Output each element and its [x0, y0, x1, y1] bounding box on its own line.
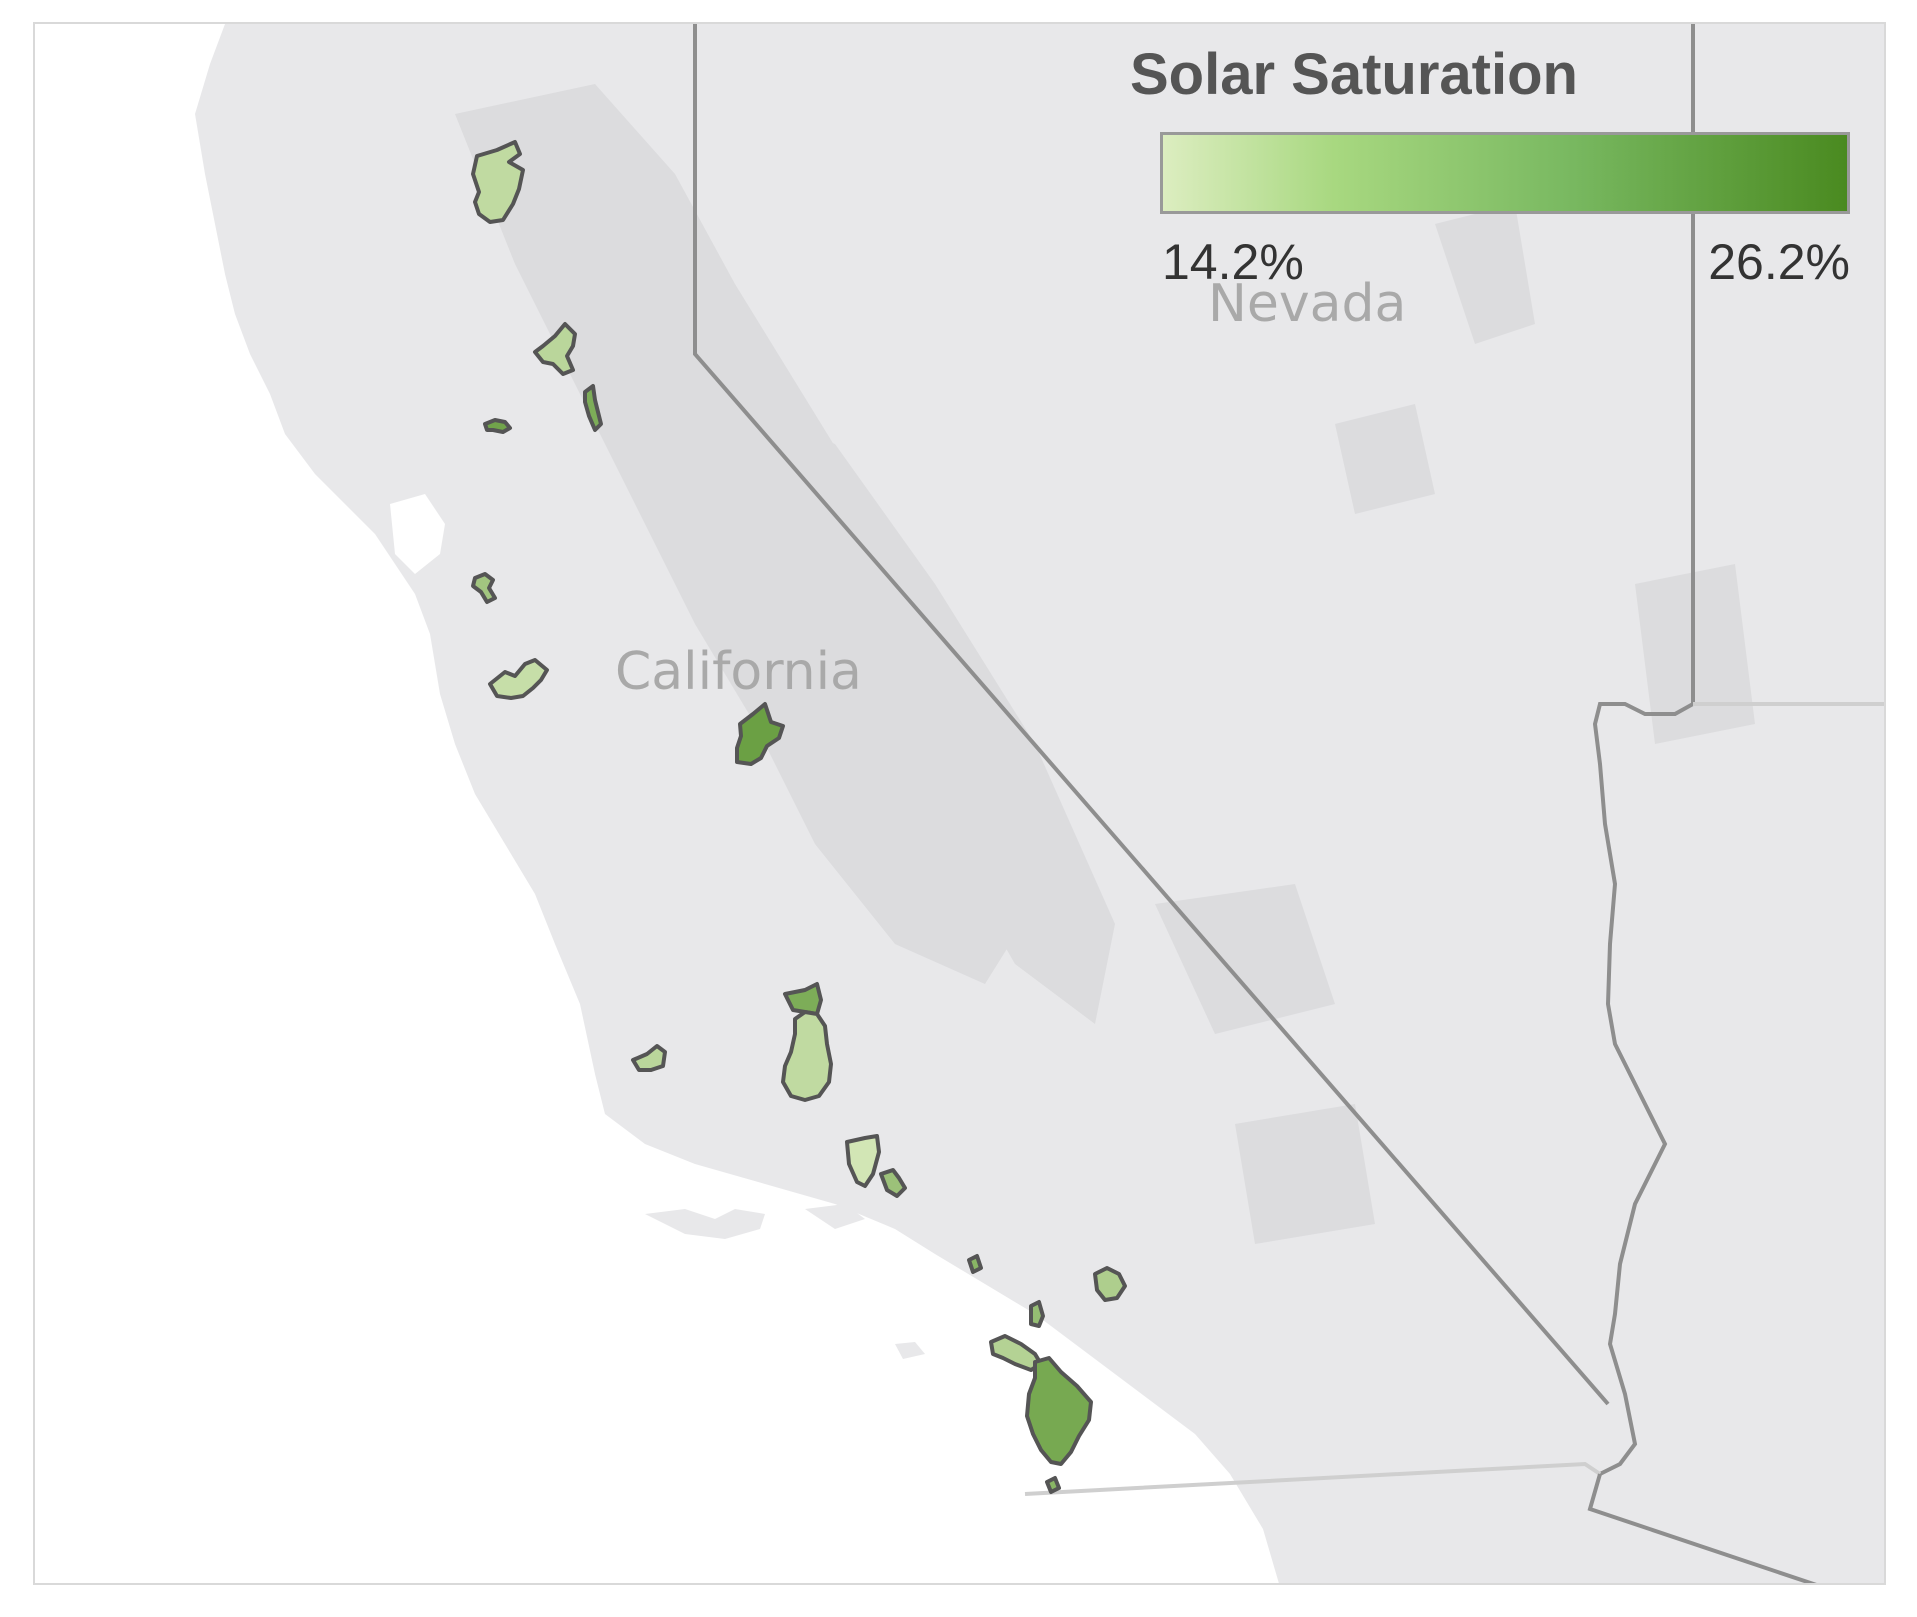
- region-south-4[interactable]: [967, 1254, 983, 1274]
- terrain-nevada-3: [1155, 884, 1335, 1034]
- island-1: [645, 1209, 765, 1239]
- terrain-nevada-4: [1335, 404, 1435, 514]
- region-north-2[interactable]: [533, 322, 577, 376]
- border-ca-mexico: [1024, 1461, 1602, 1496]
- solar-regions: [471, 140, 1127, 1494]
- border-nv-ut: [1592, 24, 1695, 1476]
- region-bay-1[interactable]: [471, 572, 497, 604]
- region-central-valley-1[interactable]: [783, 982, 823, 1016]
- legend-min-label: 14.2%: [1162, 234, 1304, 290]
- region-south-7[interactable]: [1025, 1356, 1093, 1466]
- region-south-3[interactable]: [1093, 1266, 1127, 1302]
- region-central-coast-1[interactable]: [631, 1044, 667, 1072]
- border-az-mexico: [1587, 1473, 1817, 1583]
- region-central-valley-2[interactable]: [781, 1010, 833, 1102]
- island-3: [895, 1342, 925, 1359]
- region-north-3[interactable]: [583, 384, 603, 432]
- label-california: California: [615, 642, 862, 702]
- region-north-1[interactable]: [471, 140, 525, 224]
- terrain-sierra: [735, 404, 1115, 1024]
- region-north-4[interactable]: [483, 418, 512, 434]
- legend-color-scale: [1160, 132, 1850, 214]
- island-2: [805, 1204, 865, 1229]
- region-south-6[interactable]: [1029, 1300, 1045, 1328]
- legend-title: Solar Saturation: [1130, 42, 1578, 107]
- bay-water: [390, 494, 445, 574]
- map-canvas[interactable]: California Nevada: [35, 24, 1886, 1585]
- region-south-1[interactable]: [845, 1134, 881, 1188]
- border-ca-nv: [693, 24, 1610, 1406]
- region-central-1[interactable]: [735, 702, 785, 766]
- label-nevada: Nevada: [1208, 274, 1406, 334]
- legend-max-label: 26.2%: [1708, 234, 1850, 290]
- terrain-valley: [455, 84, 1035, 984]
- map-frame: California Nevada: [33, 22, 1886, 1585]
- terrain-south: [1235, 1104, 1375, 1244]
- region-south-8[interactable]: [1045, 1476, 1061, 1494]
- region-south-2[interactable]: [879, 1168, 907, 1198]
- terrain-nevada-1: [1435, 204, 1535, 344]
- region-bay-2[interactable]: [488, 658, 549, 700]
